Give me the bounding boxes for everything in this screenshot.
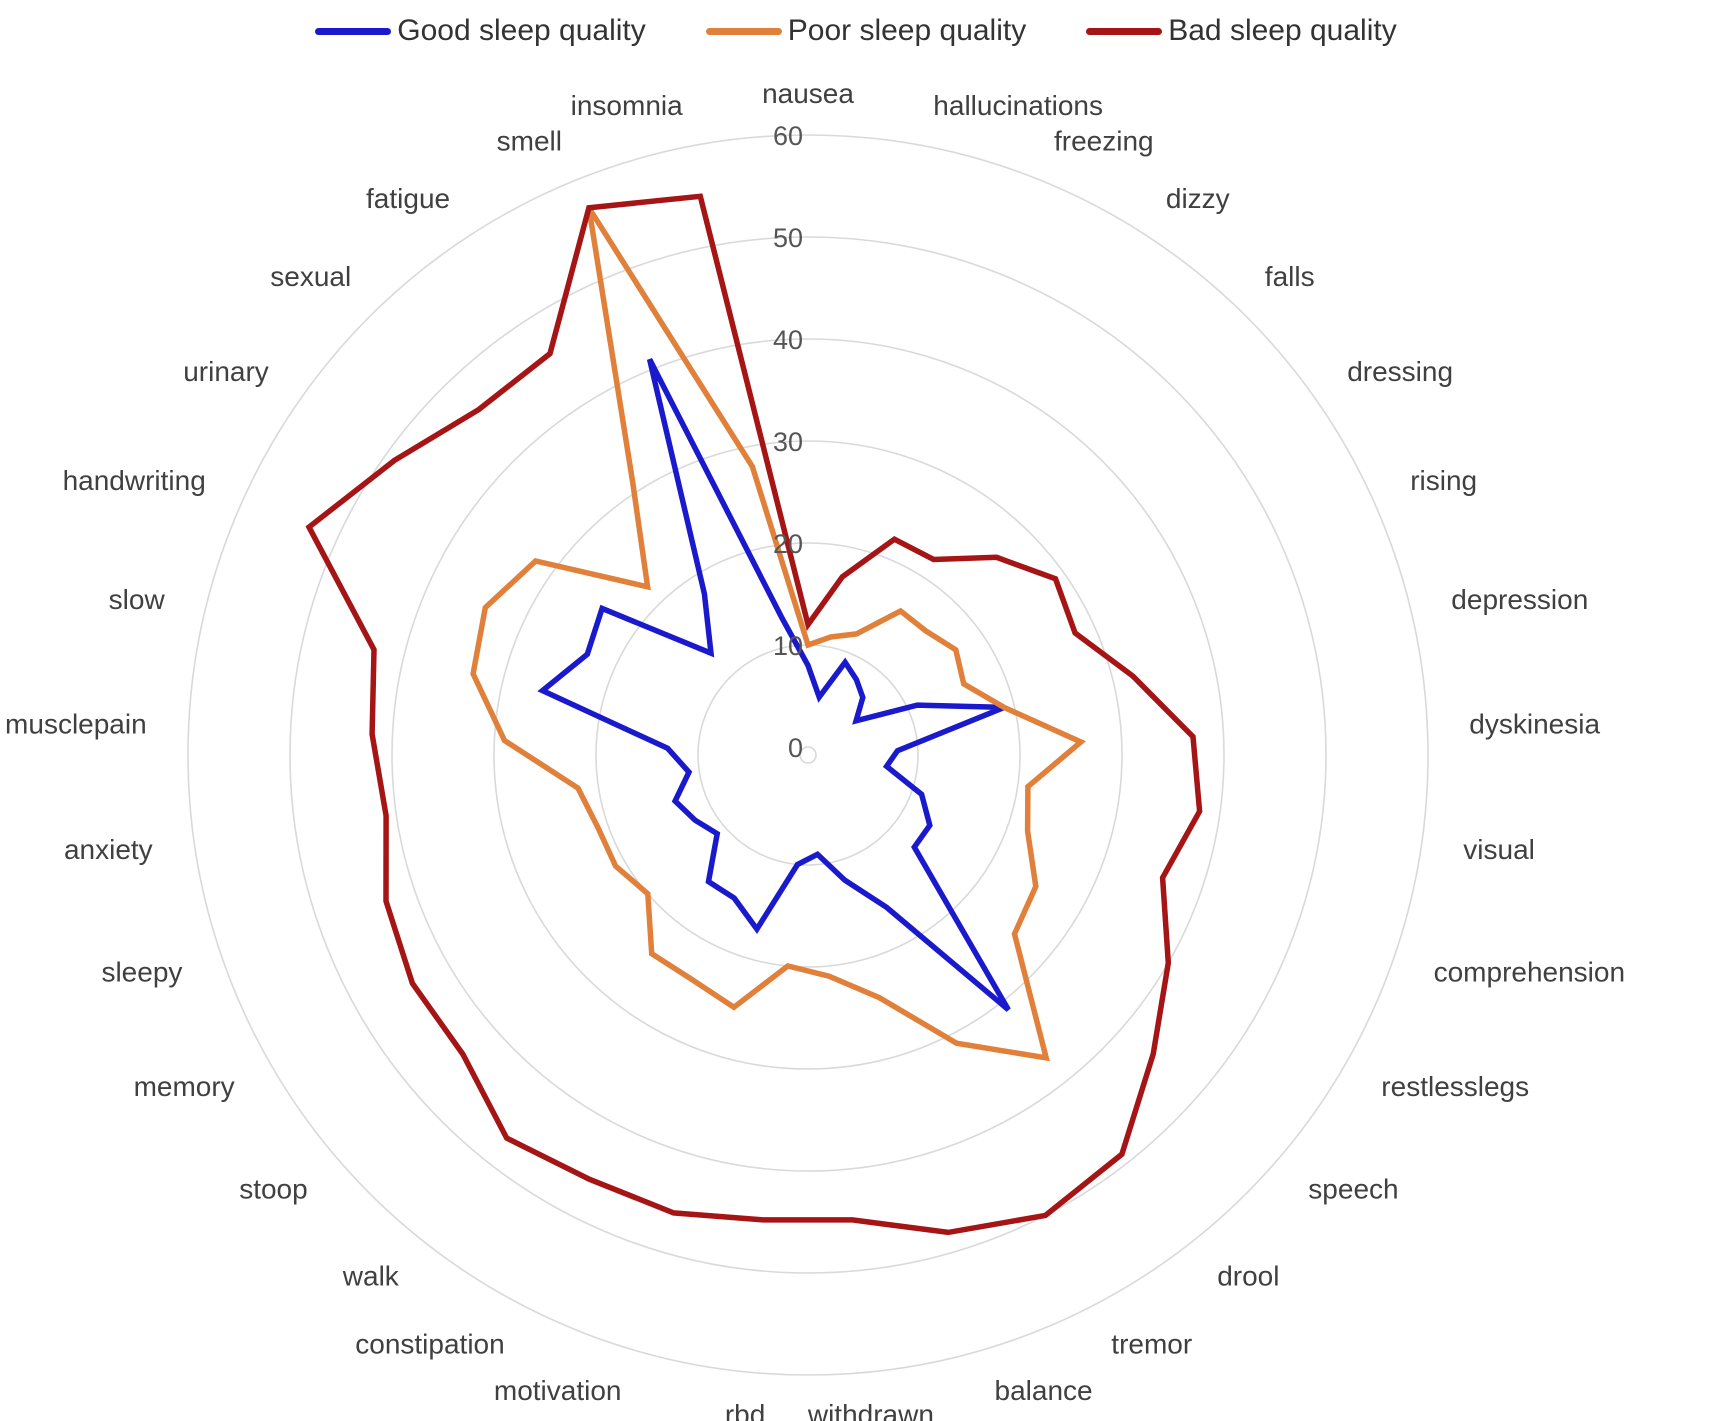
category-label-falls: falls [1265, 261, 1315, 292]
category-label-motivation: motivation [494, 1375, 622, 1406]
category-label-dyskinesia: dyskinesia [1469, 709, 1600, 740]
category-label-handwriting: handwriting [63, 465, 206, 496]
series-line-good [537, 358, 1011, 1012]
legend-swatch-good [315, 27, 392, 35]
category-label-walk: walk [342, 1260, 400, 1291]
tick-label-20: 20 [773, 529, 803, 559]
category-label-insomnia: insomnia [571, 90, 683, 121]
series-line-poor [470, 206, 1087, 1062]
tick-label-30: 30 [773, 427, 803, 457]
tick-label-40: 40 [773, 325, 803, 355]
category-label-speech: speech [1308, 1174, 1398, 1205]
legend-item-good: Good sleep quality [315, 14, 646, 48]
category-label-hallucinations: hallucinations [933, 90, 1103, 121]
grid-ring-30 [493, 440, 1123, 1070]
category-label-depression: depression [1451, 584, 1588, 615]
category-label-stoop: stoop [239, 1174, 308, 1205]
category-label-sexual: sexual [270, 261, 351, 292]
category-label-nausea: nausea [762, 78, 854, 109]
category-label-rising: rising [1410, 465, 1477, 496]
grid-ring-0 [799, 746, 817, 764]
grid-ring-60 [187, 134, 1429, 1376]
category-label-sleepy: sleepy [101, 957, 182, 988]
legend-label-poor: Poor sleep quality [787, 14, 1027, 47]
grid-ring-10 [697, 644, 919, 866]
legend-item-poor: Poor sleep quality [705, 14, 1027, 48]
category-label-withdrawn: withdrawn [807, 1399, 934, 1421]
category-label-memory: memory [134, 1071, 235, 1102]
category-label-rbd: rbd [725, 1399, 765, 1421]
chart-legend: Good sleep quality Poor sleep quality Ba… [0, 14, 1712, 48]
tick-label-60: 60 [773, 121, 803, 151]
legend-label-bad: Bad sleep quality [1168, 14, 1397, 47]
grid-ring-40 [391, 338, 1225, 1172]
category-label-slow: slow [109, 584, 166, 615]
grid-rings [187, 134, 1429, 1376]
category-label-tremor: tremor [1111, 1328, 1192, 1359]
category-label-smell: smell [497, 125, 562, 156]
category-label-freezing: freezing [1054, 125, 1154, 156]
series-line-bad [305, 193, 1203, 1236]
legend-label-good: Good sleep quality [397, 14, 646, 47]
tick-label-0: 0 [788, 733, 803, 763]
legend-item-bad: Bad sleep quality [1086, 14, 1397, 48]
legend-swatch-poor [705, 27, 782, 35]
grid-ring-50 [289, 236, 1327, 1274]
tick-label-10: 10 [773, 631, 803, 661]
tick-label-50: 50 [773, 223, 803, 253]
category-label-balance: balance [995, 1375, 1093, 1406]
category-label-drool: drool [1217, 1260, 1279, 1291]
category-label-dizzy: dizzy [1166, 183, 1230, 214]
category-label-fatigue: fatigue [366, 183, 450, 214]
category-label-urinary: urinary [183, 356, 269, 387]
grid-ring-20 [595, 542, 1021, 968]
category-label-constipation: constipation [355, 1328, 504, 1359]
category-label-restlesslegs: restlesslegs [1381, 1071, 1529, 1102]
category-label-visual: visual [1463, 834, 1535, 865]
legend-swatch-bad [1086, 27, 1163, 35]
category-label-comprehension: comprehension [1434, 957, 1625, 988]
category-label-anxiety: anxiety [64, 834, 153, 865]
category-label-musclepain: musclepain [5, 709, 147, 740]
category-label-dressing: dressing [1347, 356, 1453, 387]
